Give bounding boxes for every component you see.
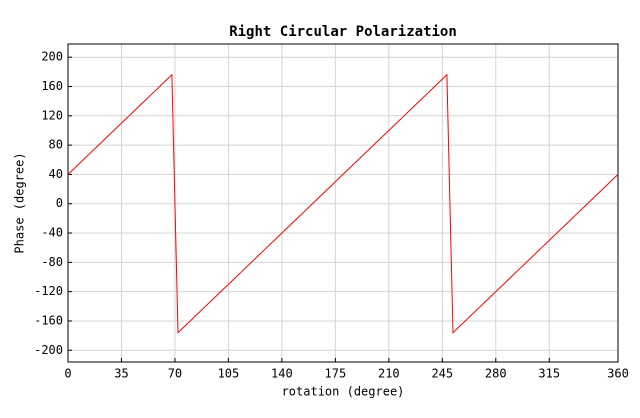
y-tick-label: 120 — [41, 108, 63, 122]
x-tick-label: 0 — [64, 367, 71, 381]
y-axis-label: Phase (degree) — [13, 152, 27, 253]
x-tick-label: 360 — [607, 367, 629, 381]
x-tick-label: 140 — [271, 367, 293, 381]
chart-title: Right Circular Polarization — [229, 24, 457, 40]
x-tick-label: 245 — [431, 367, 453, 381]
y-tick-label: -80 — [41, 255, 63, 269]
y-tick-label: -120 — [34, 284, 63, 298]
x-tick-label: 35 — [114, 367, 128, 381]
y-tick-label: -40 — [41, 226, 63, 240]
x-tick-label: 175 — [325, 367, 347, 381]
y-tick-label: 40 — [49, 167, 63, 181]
y-tick-label: 200 — [41, 50, 63, 64]
data-line — [67, 73, 619, 334]
x-tick-label: 315 — [538, 367, 560, 381]
plot-frame — [67, 43, 619, 363]
y-tick-label: 0 — [56, 196, 63, 210]
y-tick-label: 80 — [49, 138, 63, 152]
x-tick-label: 280 — [485, 367, 507, 381]
x-axis-label: rotation (degree) — [282, 385, 405, 399]
x-tick-label: 105 — [218, 367, 240, 381]
x-tick-label: 210 — [378, 367, 400, 381]
x-tick-label: 70 — [168, 367, 182, 381]
y-tick-label: -200 — [34, 343, 63, 357]
y-tick-label: -160 — [34, 313, 63, 327]
y-tick-label: 160 — [41, 79, 63, 93]
